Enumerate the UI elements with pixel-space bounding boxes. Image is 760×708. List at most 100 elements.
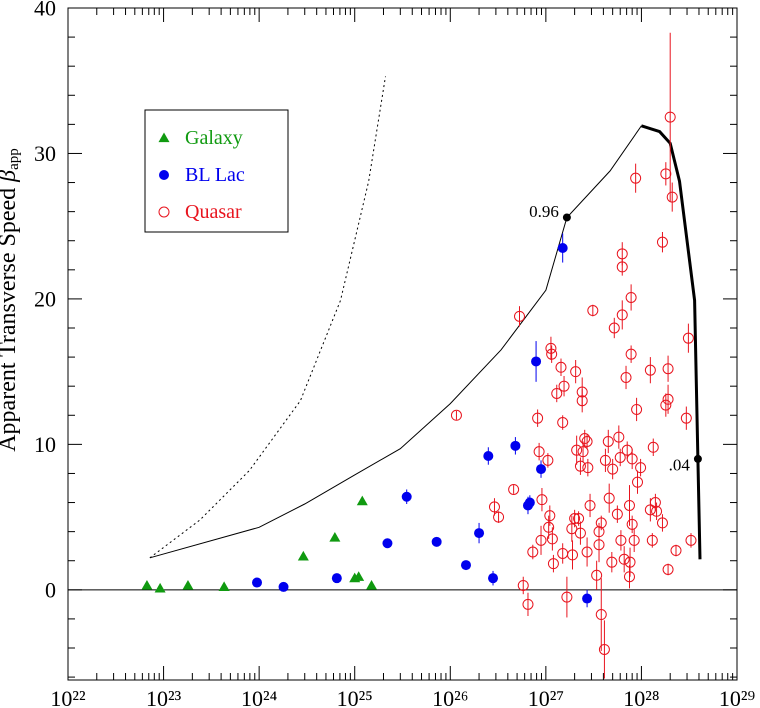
x-tick-label: 10²⁸ xyxy=(623,686,659,708)
data-point xyxy=(631,403,643,415)
data-point xyxy=(532,412,544,424)
data-point xyxy=(662,393,674,405)
data-point xyxy=(660,168,672,180)
data-point xyxy=(483,451,494,461)
data-point xyxy=(278,581,289,592)
data-point xyxy=(524,497,535,508)
data-point xyxy=(625,348,637,360)
data-point xyxy=(557,243,568,253)
data-point xyxy=(366,579,378,590)
data-point xyxy=(615,534,627,546)
data-point xyxy=(595,609,607,621)
annotation-label: .04 xyxy=(669,455,691,474)
data-point xyxy=(611,508,623,520)
legend-label: Galaxy xyxy=(185,127,243,149)
y-tick-label: 20 xyxy=(34,286,56,311)
data-point xyxy=(649,497,661,509)
data-point xyxy=(547,558,559,570)
legend-label: Quasar xyxy=(185,201,242,223)
data-point xyxy=(551,387,563,399)
data-point xyxy=(561,591,573,603)
data-point xyxy=(626,453,638,465)
data-point xyxy=(401,491,412,502)
data-point xyxy=(628,534,640,546)
x-tick-label: 10²⁷ xyxy=(528,686,564,708)
data-point xyxy=(517,579,529,591)
data-point xyxy=(535,534,547,546)
data-point xyxy=(533,446,545,458)
data-point xyxy=(297,550,309,561)
data-point xyxy=(353,571,365,581)
data-point xyxy=(591,569,603,581)
data-point xyxy=(141,579,153,590)
data-point xyxy=(569,513,581,525)
data-point xyxy=(488,501,500,513)
data-point xyxy=(660,399,672,411)
data-point xyxy=(544,510,556,522)
data-point xyxy=(545,342,557,354)
data-point xyxy=(356,495,368,506)
data-point xyxy=(331,573,342,584)
data-point xyxy=(647,441,659,453)
x-tick-label: 10²⁵ xyxy=(337,686,373,708)
data-point xyxy=(566,523,578,535)
data-point xyxy=(566,549,578,561)
data-point xyxy=(626,518,638,530)
data-point xyxy=(582,593,593,604)
data-point xyxy=(510,440,521,451)
data-point xyxy=(546,348,558,360)
data-point xyxy=(670,545,682,557)
x-tick-label: 10²⁶ xyxy=(432,686,468,708)
data-point xyxy=(218,581,230,592)
data-point xyxy=(574,460,586,472)
annotation-point xyxy=(693,454,702,463)
data-point xyxy=(570,366,582,378)
data-point xyxy=(573,513,585,525)
data-point xyxy=(558,380,570,392)
y-axis-label-subscript: app xyxy=(6,148,22,170)
data-point xyxy=(620,371,632,383)
y-axis-label: Apparent Transverse Speed βapp xyxy=(0,148,22,452)
data-point xyxy=(555,361,567,373)
data-point xyxy=(252,577,263,588)
data-point xyxy=(616,261,628,273)
data-point xyxy=(587,305,599,317)
data-point xyxy=(593,526,605,538)
y-tick-label: 30 xyxy=(34,141,56,166)
data-point xyxy=(598,643,610,655)
data-point xyxy=(618,553,630,565)
legend-label: BL Lac xyxy=(185,164,245,186)
data-point xyxy=(616,309,628,321)
data-point xyxy=(531,356,542,367)
data-point xyxy=(546,533,558,545)
data-point xyxy=(474,528,485,539)
data-point xyxy=(602,435,614,447)
data-point xyxy=(666,191,678,203)
data-point xyxy=(582,462,594,474)
y-tick-label: 0 xyxy=(45,577,56,602)
data-point xyxy=(614,451,626,463)
data-point xyxy=(625,291,637,303)
data-point xyxy=(571,444,583,456)
data-point xyxy=(656,236,668,248)
annotation-label: 0.96 xyxy=(529,202,559,221)
data-point xyxy=(662,363,674,375)
data-point xyxy=(603,492,615,504)
model-curve xyxy=(149,125,642,559)
data-point xyxy=(536,464,547,475)
data-point xyxy=(664,111,676,123)
x-tick-label: 10²⁹ xyxy=(719,686,756,708)
data-point xyxy=(450,409,462,421)
data-point xyxy=(606,556,618,568)
data-point xyxy=(651,505,663,517)
legend-marker xyxy=(159,170,169,180)
data-point xyxy=(595,517,607,529)
x-tick-label: 10²⁴ xyxy=(241,686,278,708)
data-point xyxy=(656,517,668,529)
data-point xyxy=(608,322,620,334)
annotation-point xyxy=(562,213,571,222)
data-point xyxy=(624,556,636,568)
data-point xyxy=(685,534,697,546)
legend-marker xyxy=(158,132,170,143)
